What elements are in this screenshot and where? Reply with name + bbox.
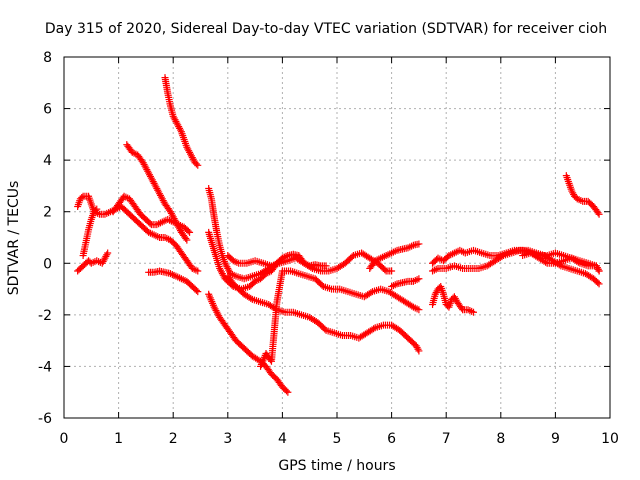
- data-point: [78, 194, 86, 202]
- x-tick-labels: 0 1 2 3 4 5 6 7 8 9 10: [60, 431, 619, 447]
- data-point: [194, 161, 202, 169]
- x-tick-label: 9: [551, 431, 560, 447]
- data-marks: [74, 74, 603, 396]
- data-point: [391, 281, 399, 289]
- data-point: [388, 267, 396, 275]
- data-point: [430, 266, 438, 274]
- data-point: [192, 266, 200, 274]
- data-point: [415, 347, 423, 355]
- data-point: [186, 228, 194, 236]
- data-point: [176, 126, 184, 134]
- data-point: [192, 286, 200, 294]
- x-tick-label: 10: [601, 431, 619, 447]
- y-tick-label: -2: [38, 308, 52, 324]
- data-point: [498, 253, 506, 261]
- data-point: [415, 275, 423, 283]
- series-arc2: [74, 249, 112, 275]
- data-point: [574, 258, 582, 266]
- x-tick-label: 3: [223, 431, 232, 447]
- series-arc15: [388, 275, 423, 290]
- data-point: [146, 219, 154, 227]
- data-point: [194, 288, 202, 296]
- data-point: [284, 388, 292, 396]
- series-arc12: [257, 267, 423, 370]
- y-tick-label: 0: [43, 256, 52, 272]
- series-arc14: [366, 240, 423, 272]
- data-point: [91, 206, 99, 214]
- x-tick-label: 4: [278, 431, 287, 447]
- x-tick-label: 1: [114, 431, 123, 447]
- data-point: [247, 294, 255, 302]
- x-tick-label: 6: [387, 431, 396, 447]
- data-point: [192, 160, 200, 168]
- y-axis-label: SDTVAR / TECUs: [6, 181, 22, 296]
- data-point: [282, 387, 290, 395]
- series-arc6: [145, 267, 202, 296]
- x-axis-label: GPS time / hours: [278, 458, 395, 474]
- x-tick-label: 8: [496, 431, 505, 447]
- y-tick-label: 2: [43, 205, 52, 221]
- data-point: [322, 262, 330, 270]
- data-point: [458, 247, 466, 255]
- data-point: [381, 266, 389, 274]
- x-tick-label: 7: [442, 431, 451, 447]
- data-point: [370, 325, 378, 333]
- data-point: [594, 279, 602, 287]
- series-arc5: [123, 141, 191, 244]
- data-point: [89, 258, 97, 266]
- chart-title: Day 315 of 2020, Sidereal Day-to-day VTE…: [45, 21, 607, 37]
- data-point: [470, 308, 477, 316]
- data-point: [466, 307, 474, 315]
- data-point: [367, 289, 375, 297]
- data-point: [595, 267, 603, 275]
- data-point: [104, 249, 112, 257]
- series-arc20: [562, 172, 603, 218]
- data-point: [183, 236, 191, 244]
- data-point: [184, 227, 192, 235]
- y-tick-label: -6: [38, 411, 52, 427]
- data-point: [414, 345, 422, 353]
- y-tick-label: 4: [43, 153, 52, 169]
- data-point: [595, 210, 603, 218]
- axis-ticks: [63, 56, 611, 419]
- data-point: [411, 276, 419, 284]
- x-tick-label: 0: [60, 431, 69, 447]
- data-point: [103, 251, 111, 259]
- series-arc13: [224, 249, 396, 275]
- data-point: [93, 205, 101, 213]
- data-point: [595, 280, 603, 288]
- y-tick-label: 8: [43, 50, 52, 66]
- data-point: [307, 263, 315, 271]
- data-point: [542, 258, 550, 266]
- data-point: [413, 276, 421, 284]
- data-point: [594, 209, 602, 217]
- data-point: [468, 307, 476, 315]
- data-point: [432, 265, 440, 273]
- y-tick-label: 6: [43, 102, 52, 118]
- series-arc10: [205, 290, 292, 396]
- data-point: [415, 306, 423, 314]
- x-tick-label: 5: [333, 431, 342, 447]
- data-point: [194, 267, 202, 275]
- x-tick-label: 2: [169, 431, 178, 447]
- data-point: [182, 235, 190, 243]
- y-tick-labels: -6 -4 -2 0 2 4 6 8: [38, 50, 52, 427]
- series-arc3: [79, 205, 101, 260]
- series-arc19: [519, 249, 603, 275]
- data-point: [415, 240, 423, 248]
- grid: [64, 57, 610, 418]
- series-arc16: [429, 282, 477, 316]
- series-arc7: [161, 74, 202, 169]
- data-point: [594, 265, 602, 273]
- y-tick-label: -4: [38, 359, 52, 375]
